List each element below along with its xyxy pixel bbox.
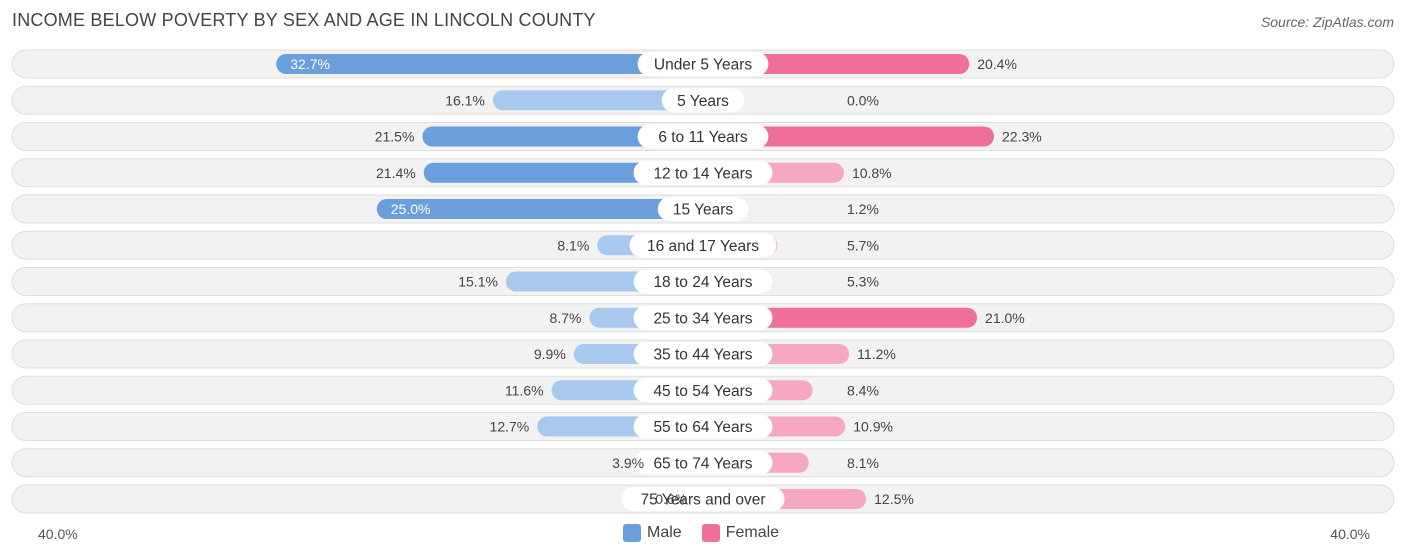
category-label: 75 Years and over [641, 492, 766, 509]
category-label: 16 and 17 Years [647, 238, 759, 255]
category-label: Under 5 Years [654, 57, 752, 74]
axis-min-label: 40.0% [38, 526, 78, 542]
male-value-label: 8.1% [557, 237, 589, 253]
category-pill [637, 124, 769, 149]
female-value-label: 1.2% [847, 201, 879, 217]
female-value-label: 21.0% [985, 310, 1025, 326]
category-pill [633, 160, 773, 185]
legend-label-female: Female [725, 524, 780, 541]
category-label: 45 to 54 Years [653, 383, 752, 400]
male-value-label: 9.9% [534, 346, 566, 362]
category-label: 12 to 14 Years [653, 165, 752, 182]
male-value-label: 12.7% [490, 419, 530, 435]
female-value-label: 12.5% [874, 491, 914, 507]
male-bar [376, 199, 703, 219]
female-bar [703, 126, 995, 147]
category-pill [637, 52, 769, 76]
male-value-label: 16.1% [445, 92, 485, 108]
female-value-label: 8.4% [847, 382, 879, 398]
male-value-label: 11.6% [505, 382, 544, 398]
female-value-label: 11.2% [857, 346, 896, 362]
female-value-label: 0.0% [847, 92, 879, 108]
legend-item-male: Male [623, 524, 682, 542]
female-value-label: 20.4% [977, 56, 1017, 72]
female-value-label: 5.7% [847, 237, 879, 253]
female-bar [703, 307, 978, 328]
female-bar [703, 54, 970, 74]
legend-label-male: Male [647, 524, 682, 541]
male-value-label: 21.4% [376, 165, 416, 181]
category-label: 15 Years [673, 202, 734, 219]
category-pill [621, 487, 785, 511]
category-pill [661, 88, 745, 113]
male-bar [422, 126, 703, 147]
category-label: 55 to 64 Years [653, 419, 752, 436]
male-value-label: 3.9% [612, 455, 644, 471]
chart-source: Source: ZipAtlas.com [1260, 14, 1394, 30]
male-value-label: 15.1% [458, 274, 498, 290]
category-pill [629, 233, 777, 258]
category-pill [633, 414, 773, 439]
male-value-label: 32.7% [290, 56, 330, 72]
category-pill [633, 450, 773, 475]
category-label: 6 to 11 Years [658, 129, 748, 146]
chart-title: INCOME BELOW POVERTY BY SEX AND AGE IN L… [12, 10, 596, 30]
category-label: 35 to 44 Years [653, 347, 752, 364]
category-pill [657, 197, 749, 221]
category-label: 18 to 24 Years [653, 274, 752, 291]
female-value-label: 10.8% [852, 165, 892, 181]
male-value-label: 0.6% [655, 491, 687, 507]
female-value-label: 10.9% [853, 419, 893, 435]
male-bar [276, 54, 703, 74]
legend-swatch-male [623, 524, 641, 542]
category-label: 5 Years [677, 93, 729, 110]
category-pill [633, 269, 773, 294]
male-bar [423, 162, 703, 183]
legend-swatch-female [701, 524, 720, 542]
male-value-label: 21.5% [375, 129, 415, 145]
legend: Male Female [623, 524, 791, 542]
category-label: 65 to 74 Years [653, 455, 752, 472]
female-value-label: 8.1% [847, 455, 879, 471]
category-label: 25 to 34 Years [653, 310, 752, 327]
category-pill [633, 342, 773, 366]
male-value-label: 25.0% [391, 201, 431, 217]
female-value-label: 22.3% [1002, 129, 1042, 145]
male-bar [492, 90, 703, 111]
legend-item-female: Female [701, 524, 780, 542]
category-pill [633, 378, 773, 403]
axis-max-label: 40.0% [1330, 526, 1370, 542]
male-value-label: 8.7% [550, 310, 582, 326]
category-pill [633, 305, 773, 330]
female-value-label: 5.3% [847, 274, 879, 290]
